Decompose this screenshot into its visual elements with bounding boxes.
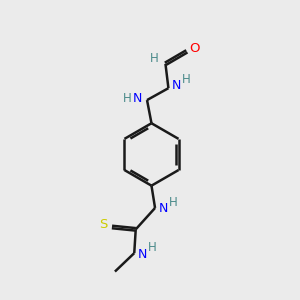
Text: H: H xyxy=(182,73,190,86)
Text: O: O xyxy=(189,42,200,56)
Text: N: N xyxy=(138,248,147,260)
Text: H: H xyxy=(148,241,157,254)
Text: H: H xyxy=(169,196,177,209)
Text: N: N xyxy=(172,79,182,92)
Text: H: H xyxy=(150,52,158,65)
Text: S: S xyxy=(99,218,107,230)
Text: N: N xyxy=(159,202,168,215)
Text: H: H xyxy=(122,92,131,105)
Text: N: N xyxy=(133,92,142,105)
